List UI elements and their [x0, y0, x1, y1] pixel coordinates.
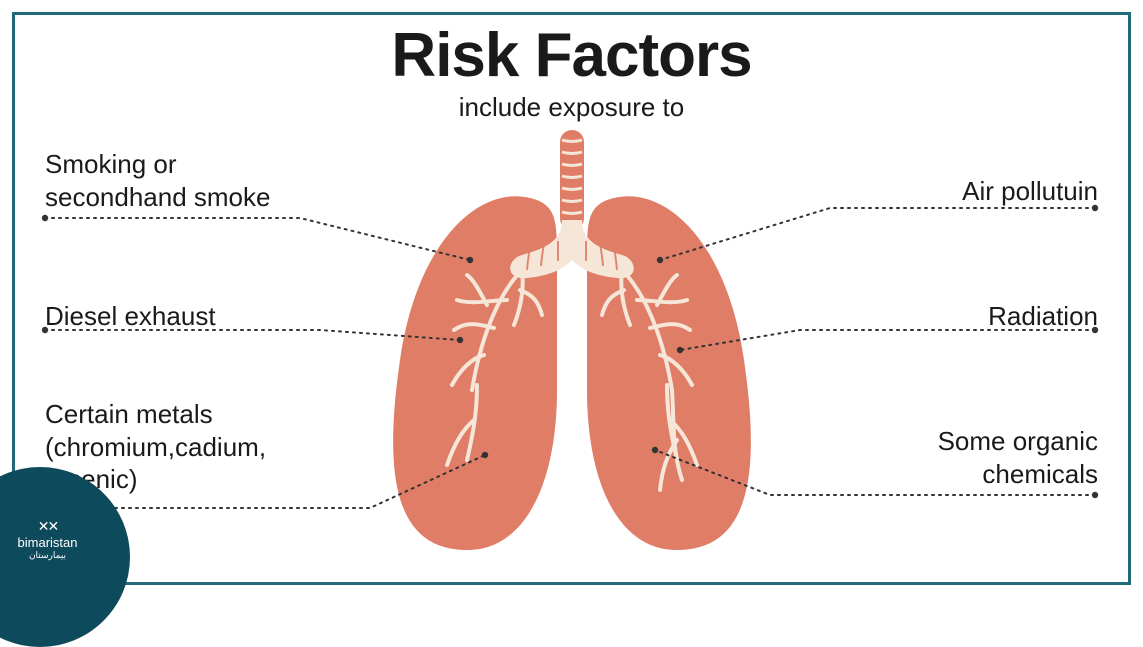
main-title: Risk Factors [0, 20, 1143, 91]
label-radiation: Radiation [988, 300, 1098, 333]
label-air-pollution: Air pollutuin [962, 175, 1098, 208]
label-smoking: Smoking orsecondhand smoke [45, 148, 270, 213]
lungs-illustration [362, 130, 782, 560]
label-diesel: Diesel exhaust [45, 300, 216, 333]
logo-arabic: بيمارستان [29, 550, 66, 561]
logo-icon: ✕✕ [38, 518, 57, 535]
subtitle-text: include exposure to [0, 92, 1143, 123]
logo-text: bimaristan [18, 535, 78, 550]
label-organic-chemicals: Some organicchemicals [938, 425, 1098, 490]
